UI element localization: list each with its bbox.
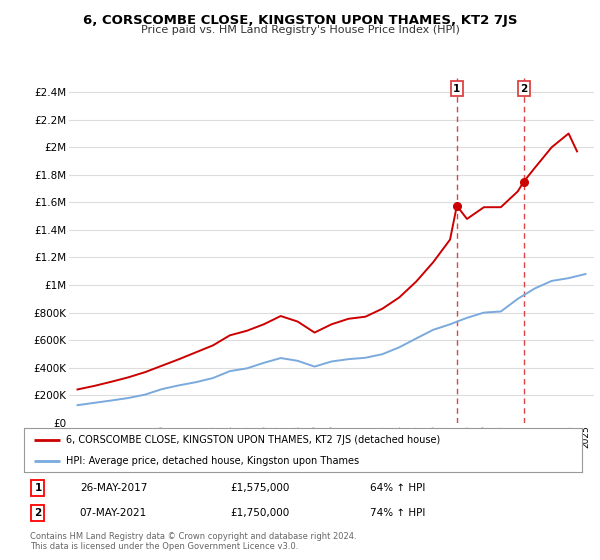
Text: Price paid vs. HM Land Registry's House Price Index (HPI): Price paid vs. HM Land Registry's House … bbox=[140, 25, 460, 35]
Text: 1: 1 bbox=[34, 483, 41, 493]
Text: 6, CORSCOMBE CLOSE, KINGSTON UPON THAMES, KT2 7JS (detached house): 6, CORSCOMBE CLOSE, KINGSTON UPON THAMES… bbox=[66, 435, 440, 445]
Text: 2: 2 bbox=[34, 508, 41, 519]
Text: 74% ↑ HPI: 74% ↑ HPI bbox=[370, 508, 425, 519]
Text: 1: 1 bbox=[453, 83, 460, 94]
Text: 6, CORSCOMBE CLOSE, KINGSTON UPON THAMES, KT2 7JS: 6, CORSCOMBE CLOSE, KINGSTON UPON THAMES… bbox=[83, 14, 517, 27]
Text: 26-MAY-2017: 26-MAY-2017 bbox=[80, 483, 147, 493]
Text: 07-MAY-2021: 07-MAY-2021 bbox=[80, 508, 147, 519]
Text: £1,750,000: £1,750,000 bbox=[230, 508, 290, 519]
Text: HPI: Average price, detached house, Kingston upon Thames: HPI: Average price, detached house, King… bbox=[66, 456, 359, 466]
Text: £1,575,000: £1,575,000 bbox=[230, 483, 290, 493]
Text: 64% ↑ HPI: 64% ↑ HPI bbox=[370, 483, 425, 493]
Text: 2: 2 bbox=[520, 83, 527, 94]
Text: Contains HM Land Registry data © Crown copyright and database right 2024.
This d: Contains HM Land Registry data © Crown c… bbox=[29, 531, 356, 551]
